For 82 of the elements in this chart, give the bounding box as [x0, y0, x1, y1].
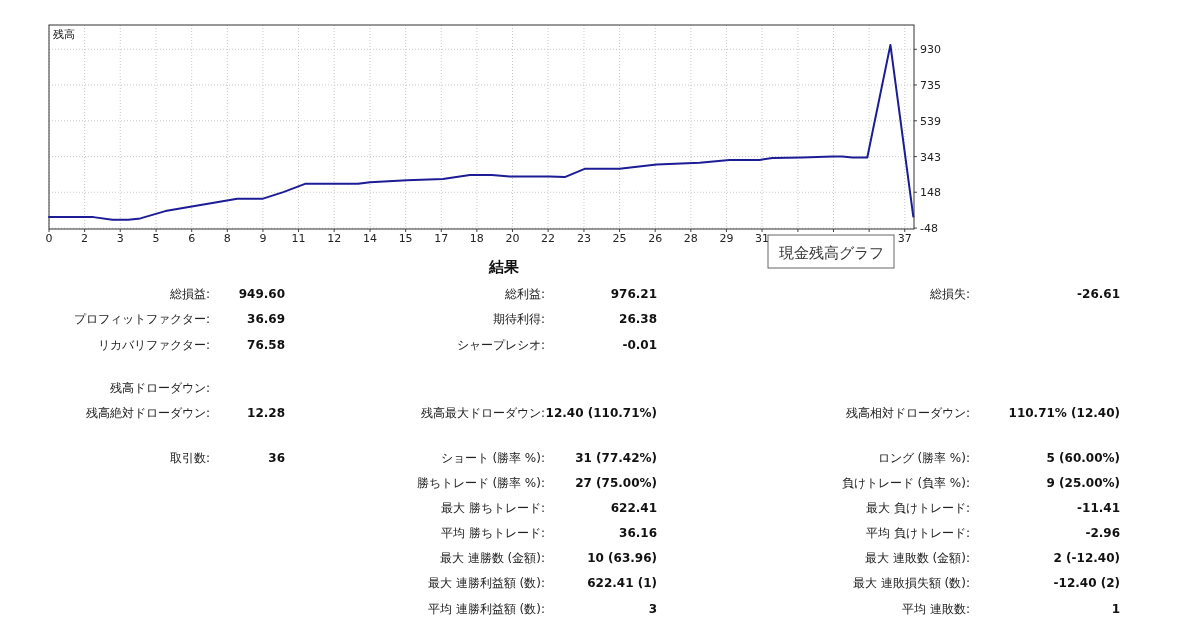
x-tick-label: 3 — [116, 232, 124, 245]
text: -26.61 — [1077, 287, 1120, 301]
text: 総損失: — [928, 287, 970, 301]
x-tick-label: 29 — [719, 232, 734, 245]
x-tick-label: 15 — [398, 232, 413, 245]
text: 949.60 — [238, 287, 285, 301]
text: 36.69 — [247, 312, 285, 326]
x-tick-label: 26 — [648, 232, 663, 245]
x-tick-label: 12 — [327, 232, 342, 245]
x-tick-label: 31 — [755, 232, 770, 245]
text: 976.21 — [610, 287, 657, 301]
x-tick-label: 5 — [152, 232, 160, 245]
text: 平均 勝ちトレード: — [441, 526, 545, 540]
text: 期待利得: — [492, 312, 545, 326]
text: 1 — [1111, 602, 1120, 616]
y-tick-label: 930 — [920, 43, 941, 57]
x-tick-label: 9 — [259, 232, 267, 245]
text: 2 (-12.40) — [1053, 551, 1120, 565]
text: -12.40 (2) — [1053, 576, 1120, 590]
text: 3 — [648, 602, 657, 616]
text: 最大 連勝数 (金額): — [439, 551, 545, 565]
text: ショート (勝率 %): — [440, 451, 545, 465]
x-tick-label: 11 — [291, 232, 306, 245]
text: 最大 連勝利益額 (数): — [427, 576, 545, 590]
text: 総利益: — [503, 287, 545, 301]
x-tick-label: 2 — [81, 232, 89, 245]
text: 36.16 — [619, 526, 657, 540]
text: リカバリファクター: — [97, 338, 210, 352]
x-tick-label: 28 — [683, 232, 698, 245]
text: 残高相対ドローダウン: — [845, 406, 970, 420]
text: 総損益: — [168, 287, 210, 301]
text: 勝ちトレード (勝率 %): — [416, 476, 545, 490]
x-tick-label: 6 — [188, 232, 196, 245]
text: 平均 負けトレード: — [866, 526, 970, 540]
x-tick-label: 0 — [45, 232, 53, 245]
text: 12.28 — [247, 406, 285, 420]
text: 残高絶対ドローダウン: — [85, 406, 210, 420]
x-tick-label: 23 — [576, 232, 591, 245]
text: -2.96 — [1085, 526, 1120, 540]
text: シャープレシオ: — [456, 338, 545, 352]
text: 9 (25.00%) — [1046, 476, 1120, 490]
text: 622.41 — [610, 501, 657, 515]
x-tick-label: 25 — [612, 232, 627, 245]
text: 負けトレード (負率 %): — [841, 476, 970, 490]
y-tick-label: 148 — [920, 186, 941, 200]
text: 110.71% (12.40) — [1008, 406, 1120, 420]
text: 12.40 (110.71%) — [545, 406, 657, 420]
text: 最大 勝ちトレード: — [441, 501, 545, 515]
text: -0.01 — [622, 338, 657, 352]
text: 10 (63.96) — [587, 551, 657, 565]
text: 26.38 — [619, 312, 657, 326]
text: 36 — [268, 451, 285, 465]
text: プロフィットファクター: — [73, 312, 210, 326]
x-tick-label: 20 — [505, 232, 520, 245]
x-tick-label: 22 — [541, 232, 556, 245]
tooltip-box: 現金残高グラフ — [767, 234, 895, 269]
text: 622.41 (1) — [587, 576, 657, 590]
text: 27 (75.00%) — [575, 476, 657, 490]
text: 5 (60.00%) — [1046, 451, 1120, 465]
text: 取引数: — [169, 451, 210, 465]
text: 最大 連敗数 (金額): — [864, 551, 970, 565]
annotation: 残高 — [53, 28, 75, 41]
text: 平均 連勝利益額 (数): — [427, 602, 545, 616]
text: 最大 負けトレード: — [866, 501, 970, 515]
y-tick-label: -48 — [920, 222, 938, 236]
y-tick-label: 539 — [920, 114, 941, 128]
text: 残高最大ドローダウン: — [420, 406, 545, 420]
y-tick-label: 343 — [920, 150, 941, 164]
text: 結果 — [488, 258, 520, 276]
x-tick-label: 8 — [223, 232, 231, 245]
y-tick-label: 735 — [920, 78, 941, 92]
text: 最大 連敗損失額 (数): — [852, 576, 970, 590]
x-tick-label: 37 — [897, 232, 912, 245]
text: ロング (勝率 %): — [877, 451, 970, 465]
x-tick-label: 17 — [434, 232, 449, 245]
text: 平均 連敗数: — [902, 602, 970, 616]
text: 31 (77.42%) — [575, 451, 657, 465]
x-tick-label: 18 — [469, 232, 484, 245]
text: -11.41 — [1077, 501, 1120, 515]
text: 残高ドローダウン: — [109, 381, 210, 395]
x-tick-label: 14 — [363, 232, 378, 245]
text: 76.58 — [247, 338, 285, 352]
